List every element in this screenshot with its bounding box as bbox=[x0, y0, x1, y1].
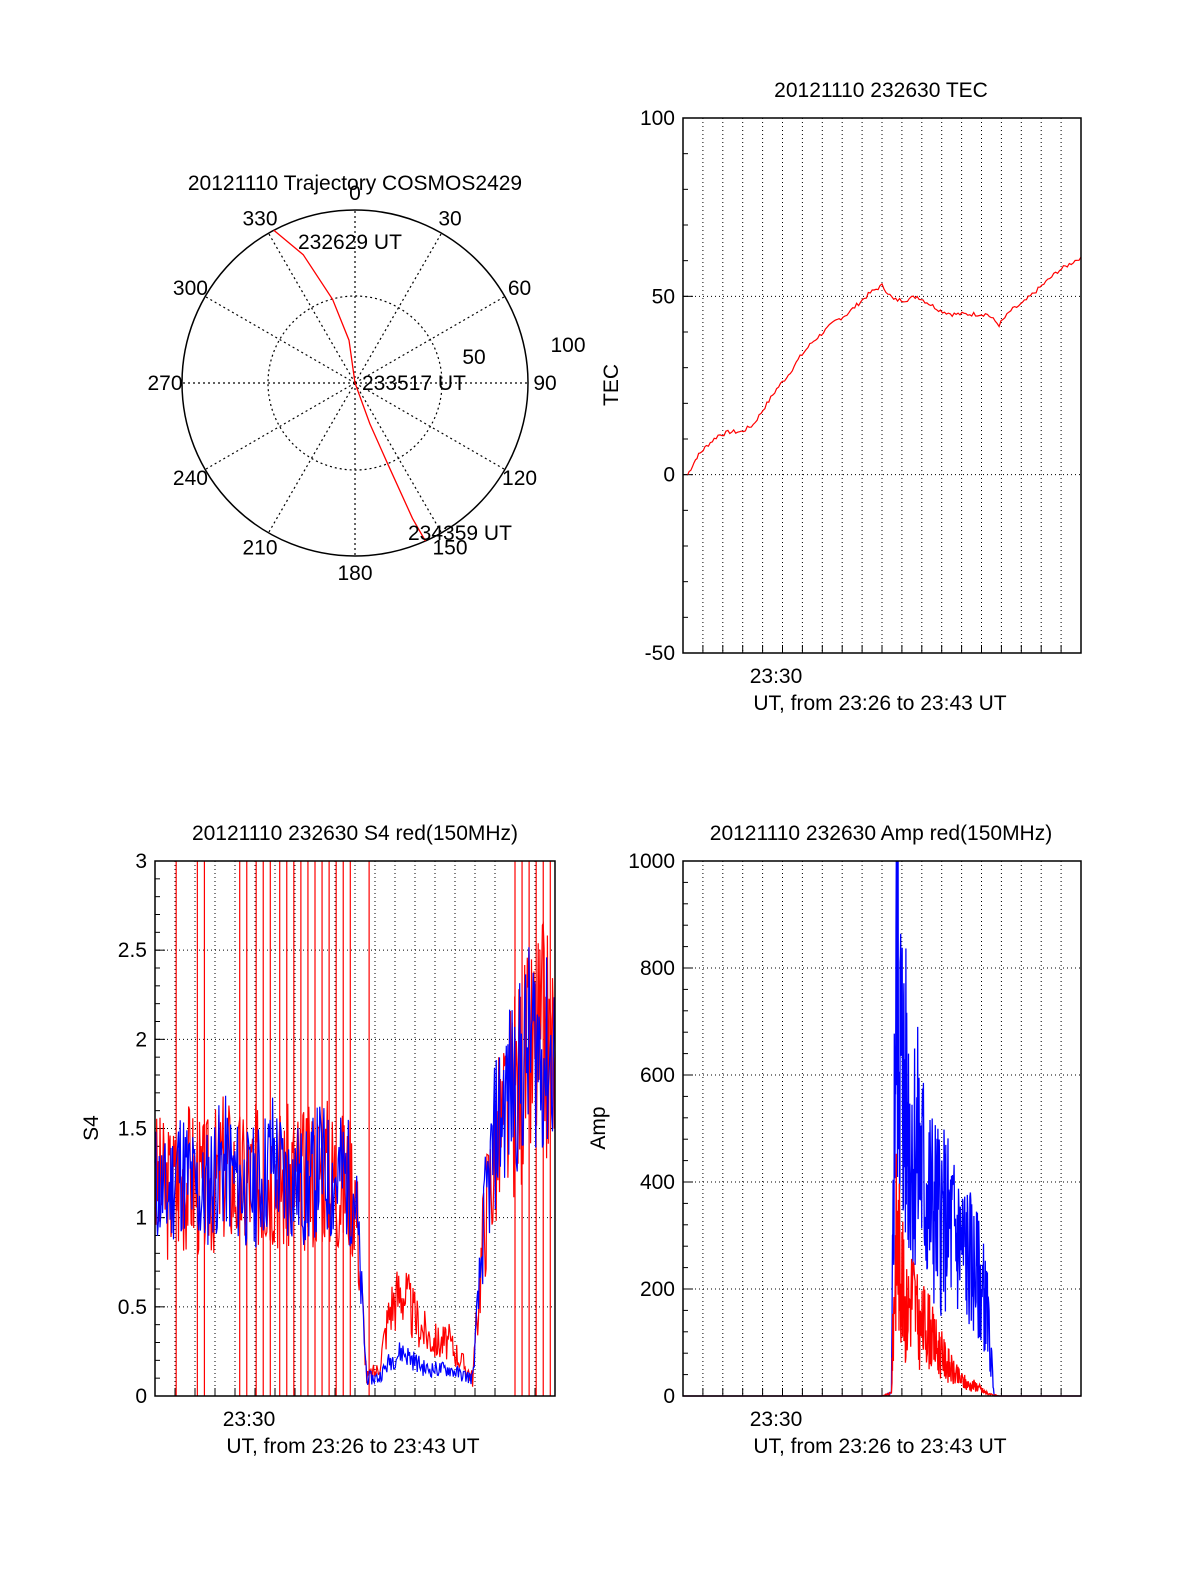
polar-azimuth-label: 210 bbox=[242, 537, 277, 560]
polar-azimuth-label: 300 bbox=[173, 277, 208, 300]
amp-y-tick-label: 600 bbox=[640, 1064, 675, 1087]
polar-radial-label-50: 50 bbox=[462, 346, 485, 369]
amp-plot-frame bbox=[682, 860, 1082, 1397]
polar-spokes bbox=[182, 210, 528, 556]
polar-trajectory-chart: 20121110 Trajectory COSMOS2429 0 30 60 90 12… bbox=[147, 172, 585, 585]
tec-ticks bbox=[683, 117, 1062, 654]
polar-annotation-end: 234359 UT bbox=[408, 522, 512, 545]
amp-y-tick-label: 1000 bbox=[628, 850, 675, 873]
s4-blue-series bbox=[154, 947, 556, 1386]
s4-plot-frame bbox=[154, 860, 556, 1397]
tec-y-axis-label: TEC bbox=[600, 364, 623, 406]
s4-y-tick-label: 3 bbox=[135, 850, 147, 873]
polar-azimuth-label: 150 bbox=[432, 537, 467, 560]
tec-plot-frame bbox=[682, 117, 1082, 654]
s4-chart: 20121110 232630 S4 red(150MHz) 3 2.5 2 1.5 1… bbox=[80, 822, 556, 1458]
tec-y-tick-label: -50 bbox=[645, 642, 675, 665]
s4-y-tick-label: 0.5 bbox=[118, 1296, 147, 1319]
amp-red-series bbox=[683, 1153, 1081, 1397]
polar-trajectory-series bbox=[273, 229, 426, 542]
amp-y-tick-label: 0 bbox=[663, 1385, 675, 1408]
polar-title: 20121110 Trajectory COSMOS2429 bbox=[188, 172, 522, 195]
s4-y-tick-labels: 3 2.5 2 1.5 1 0.5 0 bbox=[118, 850, 147, 1408]
polar-spoke bbox=[204, 382, 356, 471]
s4-y-tick-label: 2 bbox=[135, 1028, 147, 1051]
tec-y-tick-label: 0 bbox=[663, 464, 675, 487]
amp-y-tick-label: 400 bbox=[640, 1171, 675, 1194]
amp-x-axis-label: UT, from 23:26 to 23:43 UT bbox=[753, 1435, 1006, 1458]
amp-x-tick-label: 23:30 bbox=[750, 1408, 803, 1431]
polar-azimuth-label: 30 bbox=[438, 207, 461, 230]
tec-chart: 20121110 232630 TEC 100 50 0 -50 23:30 UT, … bbox=[600, 79, 1082, 715]
polar-azimuth-label: 120 bbox=[502, 467, 537, 490]
polar-spoke bbox=[354, 295, 506, 384]
polar-spoke bbox=[267, 232, 356, 384]
polar-azimuth-label: 180 bbox=[337, 562, 372, 585]
polar-azimuth-labels: 0 30 60 90 120 150 180 210 240 270 300 330 bbox=[147, 182, 556, 585]
polar-radial-label-100: 100 bbox=[550, 334, 585, 357]
tec-series bbox=[687, 256, 1082, 475]
tec-x-axis-label: UT, from 23:26 to 23:43 UT bbox=[753, 692, 1006, 715]
amp-y-tick-label: 200 bbox=[640, 1278, 675, 1301]
s4-x-tick-label: 23:30 bbox=[223, 1408, 276, 1431]
polar-annotation-mid: 233517 UT bbox=[362, 372, 466, 395]
s4-y-tick-label: 2.5 bbox=[118, 939, 147, 962]
polar-spoke bbox=[354, 382, 506, 471]
polar-spoke bbox=[267, 382, 356, 534]
polar-spoke bbox=[354, 382, 443, 534]
s4-title: 20121110 232630 S4 red(150MHz) bbox=[192, 822, 518, 845]
s4-y-tick-label: 1.5 bbox=[118, 1118, 147, 1141]
polar-azimuth-label: 90 bbox=[533, 372, 556, 395]
s4-y-tick-label: 1 bbox=[135, 1207, 147, 1230]
s4-x-axis-label: UT, from 23:26 to 23:43 UT bbox=[226, 1435, 479, 1458]
polar-annotation-start: 232629 UT bbox=[298, 231, 402, 254]
polar-outer-ring bbox=[181, 209, 529, 557]
polar-spoke bbox=[354, 232, 443, 384]
polar-azimuth-label: 0 bbox=[349, 182, 361, 205]
amp-ticks bbox=[683, 860, 1062, 1397]
tec-y-tick-label: 50 bbox=[652, 285, 675, 308]
tec-x-tick-label: 23:30 bbox=[750, 665, 803, 688]
polar-azimuth-label: 240 bbox=[173, 467, 208, 490]
tec-y-tick-label: 100 bbox=[640, 107, 675, 130]
polar-spoke bbox=[204, 295, 356, 384]
tec-y-tick-labels: 100 50 0 -50 bbox=[640, 107, 675, 665]
s4-y-axis-label: S4 bbox=[80, 1115, 103, 1141]
amp-blue-series bbox=[683, 860, 1081, 1397]
amp-chart: 20121110 232630 Amp red(150MHz) 1000 800 6… bbox=[587, 822, 1082, 1458]
s4-y-tick-label: 0 bbox=[135, 1385, 147, 1408]
polar-azimuth-label: 330 bbox=[242, 207, 277, 230]
amp-y-axis-label: Amp bbox=[587, 1106, 610, 1149]
amp-grid bbox=[683, 861, 1081, 1396]
polar-azimuth-label: 270 bbox=[147, 372, 182, 395]
tec-title: 20121110 232630 TEC bbox=[774, 79, 988, 102]
amp-title: 20121110 232630 Amp red(150MHz) bbox=[710, 822, 1052, 845]
polar-azimuth-label: 60 bbox=[508, 277, 531, 300]
amp-y-tick-label: 800 bbox=[640, 957, 675, 980]
amp-y-tick-labels: 1000 800 600 400 200 0 bbox=[628, 850, 675, 1408]
tec-grid bbox=[683, 118, 1081, 653]
